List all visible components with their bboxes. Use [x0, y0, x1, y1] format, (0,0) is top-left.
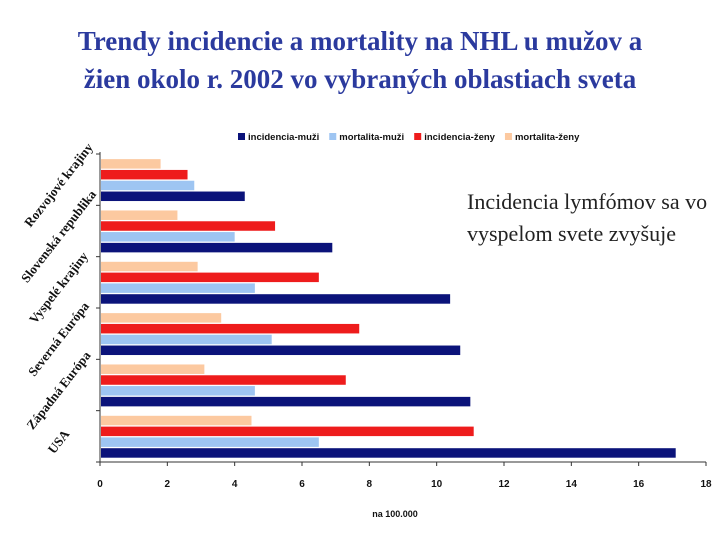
bar-mortalita-ženy-5 [101, 415, 252, 426]
bar-mortalita-muži-4 [101, 386, 255, 396]
bar-mortalita-muži-1 [101, 232, 235, 242]
bar-mortalita-ženy-2 [101, 261, 198, 272]
x-tick-label: 12 [498, 479, 510, 490]
bar-incidencia-muži-5 [101, 448, 676, 458]
category-label: Rozvojové krajiny [21, 140, 96, 230]
bar-incidencia-ženy-1 [101, 221, 276, 231]
legend-label-mortalita-muži: mortalita-muži [339, 132, 404, 143]
bar-mortalita-muži-0 [101, 180, 195, 191]
bar-mortalita-ženy-3 [101, 313, 222, 323]
bar-mortalita-muži-2 [101, 283, 255, 293]
x-tick-label: 18 [700, 479, 712, 490]
x-tick-label: 14 [566, 479, 578, 490]
bar-incidencia-ženy-5 [101, 426, 474, 437]
bar-incidencia-muži-3 [101, 345, 461, 356]
legend-swatch-mortalita-ženy [504, 133, 512, 140]
bar-incidencia-ženy-2 [101, 272, 319, 283]
legend-label-mortalita-ženy: mortalita-ženy [515, 132, 580, 143]
x-tick-label: 0 [97, 479, 103, 490]
x-axis-title: na 100.000 [372, 509, 418, 519]
category-label: Slovenská republika [18, 187, 100, 286]
bar-incidencia-ženy-4 [101, 375, 346, 385]
chart-bars [101, 159, 676, 458]
bar-incidencia-muži-1 [101, 242, 333, 253]
category-label: USA [45, 426, 73, 456]
slide-title: Trendy incidencie a mortality na NHL u m… [0, 22, 720, 98]
bar-incidencia-ženy-0 [101, 169, 188, 180]
x-tick-label: 6 [299, 479, 305, 490]
bar-incidencia-ženy-3 [101, 323, 360, 334]
bar-incidencia-muži-2 [101, 294, 451, 304]
legend-swatch-incidencia-ženy [414, 133, 422, 140]
bar-incidencia-muži-4 [101, 396, 471, 407]
x-tick-label: 8 [367, 479, 373, 490]
title-line-1: Trendy incidencie a mortality na NHL u m… [77, 26, 643, 56]
x-tick-label: 16 [633, 479, 645, 490]
title-line-2: žien okolo r. 2002 vo vybraných oblastia… [83, 64, 637, 94]
bar-mortalita-ženy-4 [101, 364, 205, 374]
bar-mortalita-ženy-1 [101, 210, 178, 220]
legend-swatch-incidencia-muži [238, 133, 245, 140]
legend-swatch-mortalita-muži [329, 133, 337, 140]
chart-legend: incidencia-muži mortalita-muži incidencia-… [238, 132, 580, 143]
note-text: Incidencia lymfómov sa vo vyspelom svete… [467, 189, 708, 246]
bar-mortalita-ženy-0 [101, 159, 161, 169]
x-tick-label: 4 [232, 479, 238, 490]
x-tick-label: 10 [431, 479, 443, 490]
legend-label-incidencia-ženy: incidencia-ženy [424, 132, 495, 143]
bar-mortalita-muži-3 [101, 334, 272, 345]
bar-mortalita-muži-5 [101, 437, 319, 447]
chart-axes: 0 2 4 6 8 10 12 14 16 18 [96, 152, 712, 490]
x-tick-label: 2 [165, 479, 171, 490]
bar-incidencia-muži-0 [101, 191, 245, 202]
legend-label-incidencia-muži: incidencia-muži [248, 132, 319, 143]
